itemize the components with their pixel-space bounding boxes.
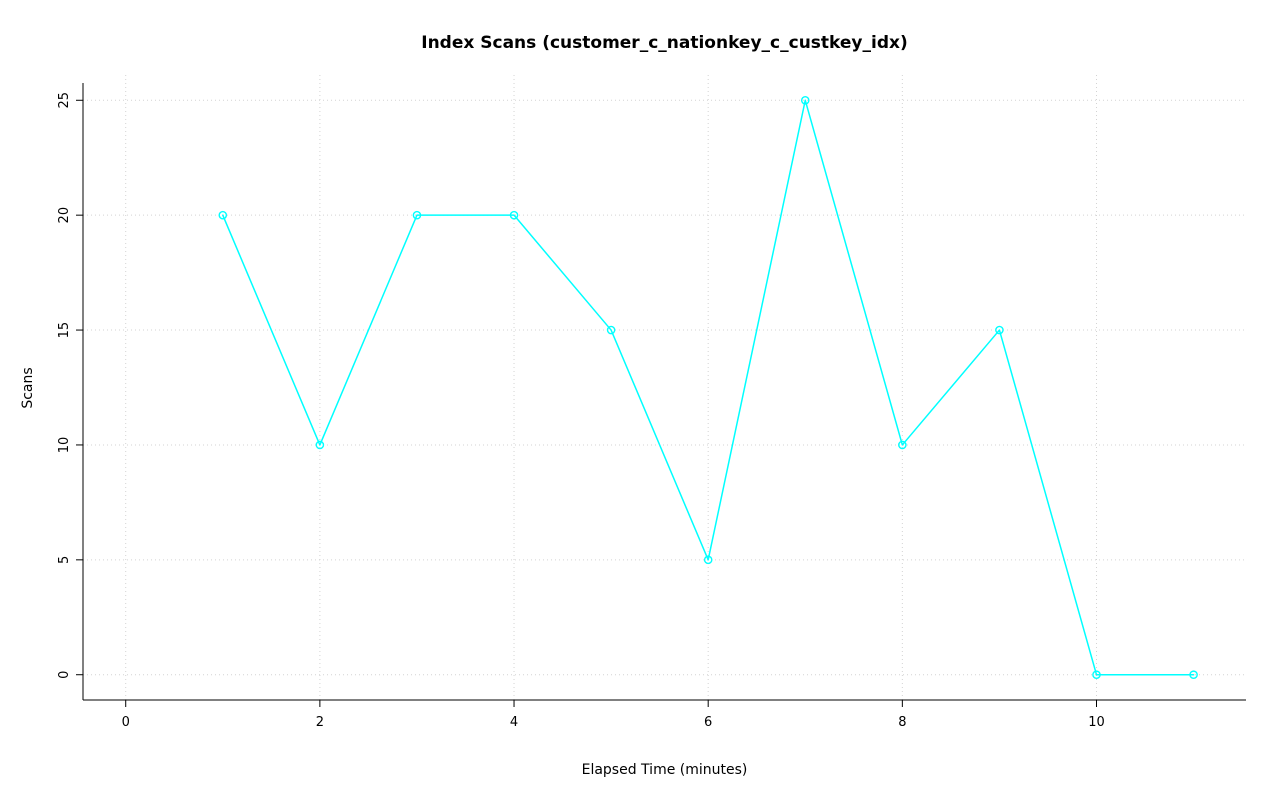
x-tick-label: 10 — [1088, 715, 1105, 730]
y-tick-label: 25 — [57, 92, 72, 109]
data-point — [1092, 670, 1101, 680]
data-point — [412, 210, 422, 220]
series-line — [222, 99, 1195, 676]
data-point — [995, 325, 1004, 335]
x-tick-label: 4 — [510, 715, 518, 730]
data-point — [606, 325, 616, 335]
data-point — [218, 210, 228, 220]
data-point — [509, 210, 519, 220]
y-tick-label: 5 — [57, 556, 72, 564]
x-tick-label: 0 — [122, 715, 130, 730]
y-tick-label: 0 — [57, 671, 72, 679]
data-point — [1189, 670, 1198, 680]
chart-title: Index Scans (customer_c_nationkey_c_cust… — [421, 33, 908, 53]
y-tick-label: 20 — [57, 207, 72, 224]
x-tick-label: 8 — [898, 715, 906, 730]
y-tick-label: 10 — [57, 437, 72, 454]
data-point — [703, 555, 713, 565]
data-point — [898, 440, 907, 450]
y-tick-label: 15 — [57, 322, 72, 339]
data-point — [315, 440, 325, 450]
data-point — [800, 95, 810, 105]
x-tick-label: 2 — [316, 715, 324, 730]
y-axis-title: Scans — [20, 367, 36, 409]
x-tick-label: 6 — [704, 715, 712, 730]
x-axis-title: Elapsed Time (minutes) — [581, 762, 748, 778]
